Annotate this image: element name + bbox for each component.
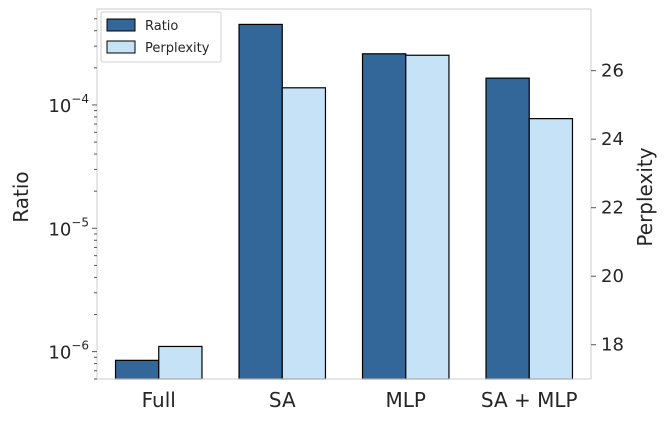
bar-perplexity-full (158, 345, 203, 380)
right-tick-label: 26 (601, 61, 624, 82)
right-axis: 18 20 22 24 26 (591, 61, 624, 356)
legend-swatch-ratio (106, 18, 136, 32)
bar-ratio-sa-mlp (485, 77, 530, 380)
bar-perplexity-sa-mlp (528, 118, 574, 380)
x-axis: Full SA MLP SA + MLP (142, 388, 578, 412)
legend-label-perplexity: Perplexity (145, 41, 210, 56)
right-tick-label: 18 (601, 335, 624, 356)
x-tick-label: SA (269, 388, 296, 412)
x-tick-label: Full (142, 388, 176, 412)
right-tick-label: 22 (601, 198, 624, 219)
right-tick-label: 24 (601, 129, 624, 150)
plot-frame (96, 8, 592, 380)
plot-border (96, 8, 592, 380)
legend-label-ratio: Ratio (145, 19, 178, 34)
legend: Ratio Perplexity (100, 11, 222, 63)
left-tick-label: 10−4 (48, 92, 89, 117)
left-tick-label: 10−5 (48, 215, 89, 240)
bar-ratio-sa (238, 23, 283, 380)
bar-ratio-mlp (361, 53, 407, 380)
bar-perplexity-mlp (405, 54, 450, 380)
bars-group (114, 23, 574, 380)
right-tick-label: 20 (601, 266, 624, 287)
legend-swatch-perplexity (106, 40, 136, 54)
bar-perplexity-sa (281, 87, 327, 380)
y-left-axis-label: Ratio (9, 171, 33, 222)
left-axis: 10−4 10−5 10−6 (48, 18, 97, 380)
x-tick-label: MLP (386, 388, 426, 412)
left-tick-label: 10−6 (48, 339, 89, 364)
x-tick-label: SA + MLP (481, 388, 578, 412)
y-right-axis-label: Perplexity (633, 147, 657, 246)
bar-ratio-full (114, 359, 160, 380)
